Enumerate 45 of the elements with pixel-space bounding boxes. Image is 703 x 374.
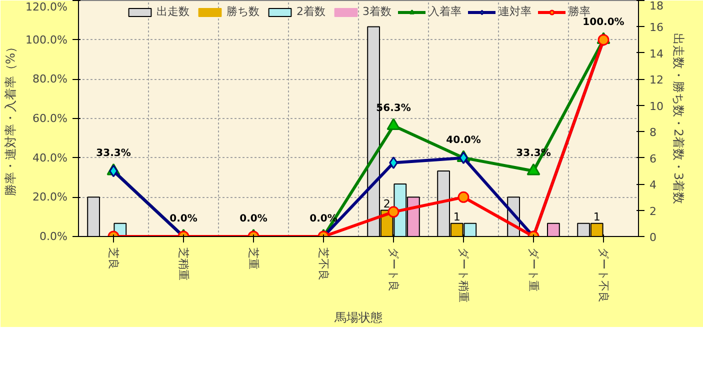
legend-label: 2着数 <box>296 4 326 19</box>
y-tick-label: 40.0% <box>32 151 68 164</box>
y2-tick-label: 2 <box>650 204 656 218</box>
y-tick-label: 0.0% <box>40 230 68 243</box>
legend-label: 出走数 <box>156 4 190 19</box>
data-label: 33.3% <box>96 148 131 160</box>
y2-tick-label: 8 <box>650 126 656 140</box>
y-axis-title: 勝率・連対率・入着率（%） <box>4 40 18 196</box>
y2-tick-label: 4 <box>650 178 656 192</box>
data-label: 0.0% <box>240 214 268 224</box>
y-tick-label: 120.0% <box>26 0 68 14</box>
y2-tick-label: 16 <box>650 21 664 34</box>
data-label: 0.0% <box>170 214 198 224</box>
data-label: 2 <box>383 197 390 210</box>
x-tick-label: ダート不良 <box>597 248 610 302</box>
y-tick-label: 20.0% <box>32 190 68 204</box>
legend-label: 勝ち数 <box>226 4 260 19</box>
x-tick-label: 芝良 <box>107 248 120 270</box>
legend-label: 連対率 <box>498 4 532 19</box>
y2-tick-label: 0 <box>650 231 656 244</box>
point <box>526 163 540 176</box>
data-label: 1 <box>593 210 600 224</box>
y2-tick-label: 18 <box>650 0 664 12</box>
y-tick-label: 80.0% <box>32 72 68 86</box>
legend-label: 勝率 <box>568 4 590 18</box>
data-label: 40.0% <box>446 134 481 146</box>
legend-label: 3着数 <box>362 4 392 19</box>
point <box>386 118 400 130</box>
y2-tick-label: 10 <box>650 100 664 113</box>
y2-tick-label: 14 <box>650 47 664 60</box>
x-axis-title: 馬場状態 <box>334 310 382 324</box>
x-tick-label: ダート良 <box>387 248 400 292</box>
data-label: 100.0% <box>582 16 624 28</box>
y2-tick-label: 6 <box>650 152 656 166</box>
data-label: 1 <box>453 210 460 224</box>
y2-axis-title: 出走数・勝ち数・2着数・3着数 <box>671 32 686 204</box>
x-tick-label: 芝重 <box>247 248 260 270</box>
x-tick-label: 芝稍重 <box>177 248 190 280</box>
y-tick-label: 100.0% <box>26 33 68 46</box>
x-tick-label: ダート重 <box>527 248 540 292</box>
x-tick-label: ダート稍重 <box>457 248 470 302</box>
y-tick-label: 60.0% <box>32 112 68 125</box>
legend-label: 入着率 <box>428 4 462 19</box>
y2-tick-label: 12 <box>650 74 664 87</box>
x-tick-label: 芝不良 <box>317 248 330 280</box>
